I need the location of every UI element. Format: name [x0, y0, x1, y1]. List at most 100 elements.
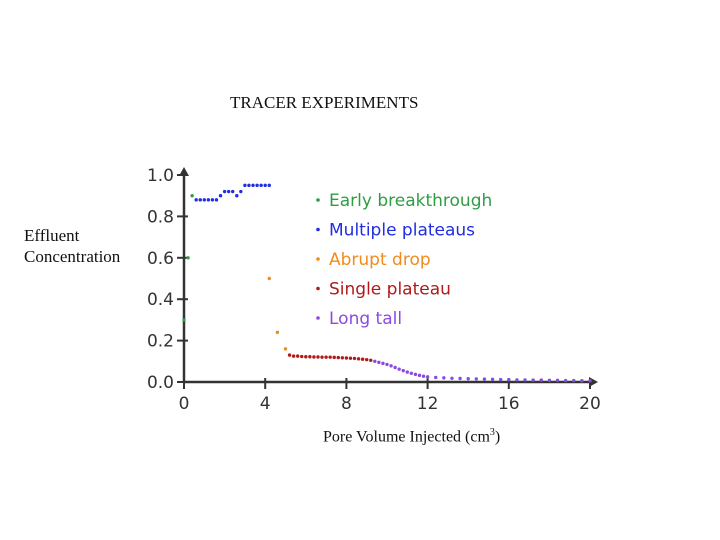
data-point-5 — [385, 362, 389, 367]
data-point-5 — [482, 377, 487, 381]
data-point-4 — [369, 358, 373, 362]
y-tick-label: 0.4 — [147, 290, 174, 310]
x-tick-label: 16 — [498, 394, 520, 414]
data-point-5 — [580, 379, 584, 383]
data-point-5 — [393, 365, 397, 370]
x-axis-label-end: ) — [494, 428, 501, 446]
x-tick-label: 20 — [579, 394, 601, 414]
data-point-5 — [381, 361, 385, 366]
data-point-2 — [251, 183, 255, 188]
data-point-3 — [267, 276, 271, 281]
data-point-4 — [360, 357, 365, 361]
data-point-5 — [572, 378, 576, 383]
data-point-2 — [247, 183, 251, 188]
y-axis-label-line-1: Effluent — [24, 226, 80, 245]
chart-title: TRACER EXPERIMENTS — [230, 93, 419, 112]
data-point-5 — [515, 378, 519, 382]
data-point-5 — [377, 360, 381, 365]
data-point-2 — [218, 194, 223, 198]
data-point-3 — [275, 330, 280, 335]
data-point-2 — [194, 198, 198, 202]
data-point-2 — [243, 183, 247, 188]
x-axis-label-text: Pore Volume Injected (cm — [323, 428, 490, 446]
legend-label-1: Early breakthrough — [329, 191, 492, 211]
data-point-5 — [421, 374, 426, 378]
y-tick-label: 0.2 — [147, 332, 174, 352]
data-point-2 — [226, 189, 231, 194]
y-tick-label: 0.0 — [147, 373, 174, 393]
data-point-2 — [231, 189, 235, 194]
y-axis-label: Effluent Concentration — [24, 225, 120, 267]
data-point-5 — [490, 377, 495, 382]
data-point-4 — [352, 356, 357, 361]
data-point-5 — [539, 378, 543, 382]
data-point-5 — [442, 376, 446, 380]
data-point-4 — [300, 354, 304, 359]
data-point-2 — [202, 198, 206, 202]
data-point-2 — [239, 189, 243, 194]
data-point-5 — [389, 364, 393, 368]
data-point-5 — [405, 370, 409, 374]
data-point-1 — [182, 318, 186, 322]
data-point-5 — [417, 373, 422, 378]
x-tick-label: 8 — [341, 394, 352, 414]
legend-label-4: Single plateau — [329, 280, 451, 300]
data-point-2 — [263, 183, 267, 188]
data-point-4 — [295, 354, 300, 358]
data-point-5 — [563, 378, 568, 383]
data-point-4 — [308, 355, 312, 359]
data-point-4 — [316, 355, 320, 359]
data-point-2 — [206, 198, 211, 202]
data-point-4 — [324, 355, 328, 359]
data-point-2 — [210, 198, 215, 202]
x-axis-arrow — [589, 377, 598, 387]
data-point-4 — [287, 353, 292, 357]
y-axis-label-line-2: Concentration — [24, 247, 121, 266]
data-point-5 — [450, 376, 454, 380]
data-point-5 — [498, 377, 503, 382]
x-tick-label: 4 — [260, 394, 271, 414]
data-point-5 — [401, 368, 405, 373]
x-tick-label: 12 — [417, 394, 439, 414]
data-point-4 — [312, 355, 316, 359]
data-point-2 — [267, 183, 271, 188]
data-point-2 — [259, 183, 263, 188]
data-point-2 — [222, 189, 227, 194]
data-point-4 — [304, 355, 308, 359]
data-point-5 — [413, 372, 418, 377]
data-point-4 — [336, 355, 340, 360]
data-point-4 — [332, 355, 336, 360]
data-point-4 — [344, 356, 349, 360]
data-point-5 — [458, 376, 462, 381]
legend-marker-5 — [316, 316, 320, 320]
data-point-1 — [186, 256, 190, 260]
x-tick-label: 0 — [179, 394, 190, 414]
data-point-5 — [373, 359, 377, 363]
data-point-5 — [555, 378, 560, 383]
legend-marker-2 — [316, 227, 320, 232]
legend-marker-3 — [316, 257, 320, 261]
data-point-5 — [397, 367, 401, 371]
data-point-5 — [474, 377, 479, 381]
data-point-4 — [328, 355, 332, 359]
x-axis-label: Pore Volume Injected (cm3) — [323, 427, 500, 446]
data-point-5 — [588, 379, 592, 383]
data-point-2 — [198, 198, 202, 202]
legend-marker-1 — [316, 198, 320, 202]
data-point-5 — [523, 378, 527, 382]
legend-label-3: Abrupt drop — [329, 250, 431, 270]
data-point-5 — [531, 378, 535, 382]
data-point-4 — [320, 355, 324, 359]
data-point-5 — [466, 376, 470, 381]
y-tick-label: 1.0 — [147, 166, 174, 186]
data-point-3 — [283, 347, 288, 351]
legend-marker-4 — [316, 286, 320, 291]
data-point-4 — [340, 356, 345, 360]
data-point-5 — [425, 375, 430, 379]
data-point-4 — [348, 356, 353, 360]
legend-label-2: Multiple plateaus — [329, 221, 475, 241]
data-point-2 — [255, 183, 259, 188]
data-point-5 — [547, 378, 552, 383]
data-point-4 — [365, 357, 369, 362]
